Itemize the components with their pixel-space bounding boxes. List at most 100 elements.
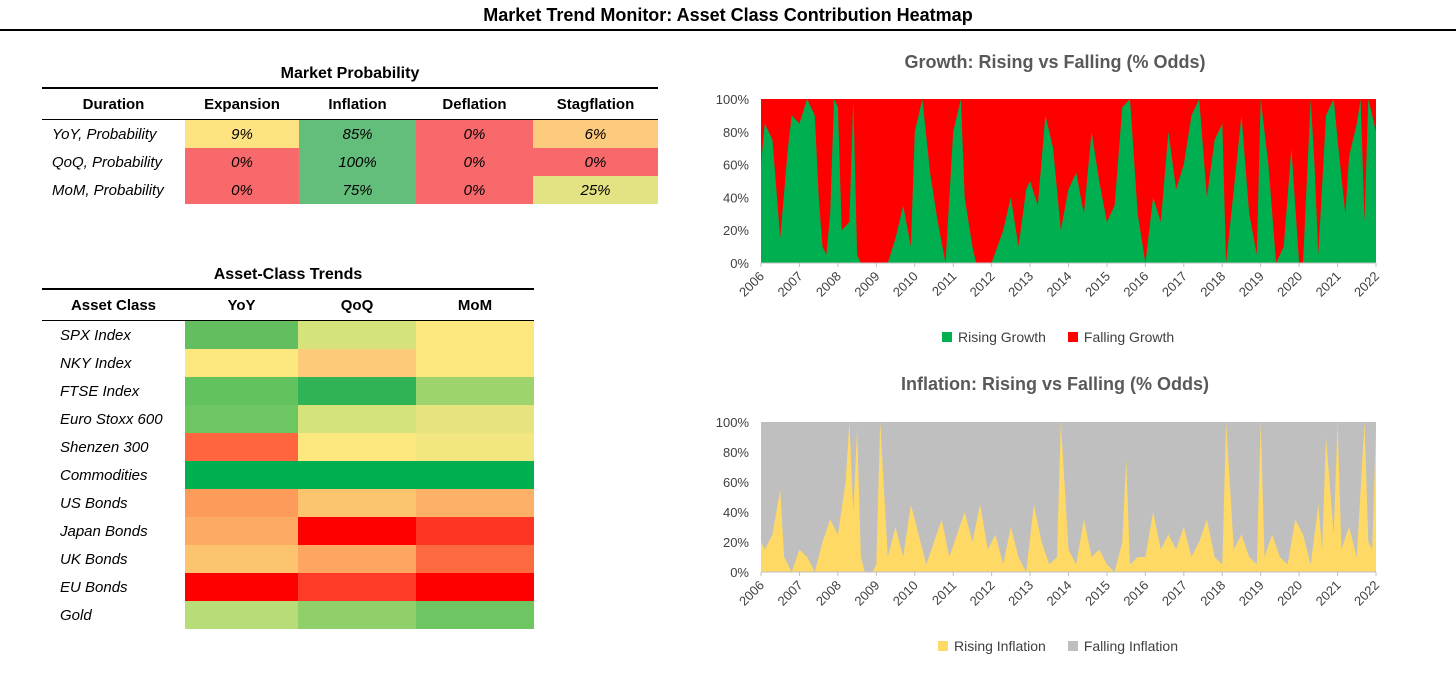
growth-chart-title: Growth: Rising vs Falling (% Odds) — [904, 52, 1206, 72]
legend-label-rising-growth: Rising Growth — [958, 329, 1046, 345]
x-tick-label: 2011 — [929, 269, 959, 299]
heat-cell — [185, 517, 298, 545]
legend-item-falling-inflation: Falling Inflation — [1067, 638, 1178, 654]
y-tick-label: 60% — [723, 475, 749, 490]
probability-header-inflation: Inflation — [299, 90, 416, 120]
asset-label: UK Bonds — [60, 550, 128, 568]
heat-cell — [298, 433, 416, 461]
title-rule — [0, 29, 1456, 31]
table-row: FTSE Index — [42, 377, 534, 405]
asset-header-asset-class: Asset Class — [42, 291, 185, 321]
legend-label-rising-inflation: Rising Inflation — [954, 638, 1046, 654]
heat-cell — [185, 489, 298, 517]
heat-cell — [416, 405, 534, 433]
growth-chart: 0% 20% 40% 60% 80% 100% 2006 2007 2008 2009 2010 20… — [716, 92, 1382, 300]
y-tick-label: 100% — [716, 92, 750, 107]
x-tick-label: 2021 — [1313, 269, 1344, 300]
x-tick-label: 2015 — [1082, 578, 1113, 609]
probability-header-duration: Duration — [42, 90, 185, 120]
asset-table: Asset Class YoY QoQ MoM SPX Index NKY Index F… — [42, 291, 534, 629]
page-title: Market Trend Monitor: Asset Class Contri… — [483, 5, 973, 25]
probability-header-expansion: Expansion — [185, 90, 299, 120]
row-label: YoY, Probability — [52, 125, 157, 143]
heat-cell — [416, 320, 534, 349]
table-row: UK Bonds — [42, 545, 534, 573]
heat-cell — [416, 433, 534, 461]
probability-cell: 0% — [185, 148, 299, 176]
y-tick-label: 0% — [730, 565, 749, 580]
legend-swatch-falling-inflation — [1067, 641, 1078, 651]
y-tick-label: 100% — [716, 415, 750, 430]
asset-label: Gold — [60, 606, 92, 624]
x-tick-label: 2016 — [1120, 578, 1151, 609]
probability-cell: 100% — [299, 148, 416, 176]
probability-cell: 0% — [416, 176, 533, 204]
heat-cell — [185, 320, 298, 349]
x-tick-label: 2017 — [1159, 578, 1190, 609]
probability-cell: 0% — [533, 148, 658, 176]
heat-cell — [416, 461, 534, 489]
y-tick-label: 80% — [723, 445, 749, 460]
heat-cell — [185, 573, 298, 601]
table-row: YoY, Probability 9% 85% 0% 6% — [42, 119, 658, 148]
legend-swatch-rising-inflation — [938, 641, 948, 651]
heat-cell — [416, 545, 534, 573]
table-row: QoQ, Probability 0% 100% 0% 0% — [42, 148, 658, 176]
asset-label: Shenzen 300 — [60, 438, 149, 456]
x-tick-label: 2008 — [813, 578, 844, 609]
inflation-chart: 0% 20% 40% 60% 80% 100% 2006 2007 2008 2009 2010 20… — [716, 415, 1382, 609]
table-row: US Bonds — [42, 489, 534, 517]
table-row: Shenzen 300 — [42, 433, 534, 461]
x-tick-label: 2014 — [1044, 269, 1075, 300]
heat-cell — [416, 573, 534, 601]
y-tick-label: 20% — [723, 223, 749, 238]
x-tick-label: 2009 — [851, 578, 882, 609]
asset-label: US Bonds — [60, 494, 128, 512]
asset-table-header: Asset Class YoY QoQ MoM — [42, 291, 534, 321]
x-tick-label: 2020 — [1274, 269, 1305, 300]
probability-header-deflation: Deflation — [416, 90, 533, 120]
x-tick-label: 2018 — [1197, 269, 1228, 300]
heat-cell — [416, 349, 534, 377]
heat-cell — [185, 405, 298, 433]
inflation-legend: Rising Inflation Falling Inflation — [938, 638, 1178, 654]
probability-table: Duration Expansion Inflation Deflation Stagf… — [42, 90, 658, 204]
table-row: Japan Bonds — [42, 517, 534, 545]
probability-cell: 85% — [299, 119, 416, 148]
probability-table-header: Duration Expansion Inflation Deflation Stagf… — [42, 90, 658, 120]
x-tick-label: 2016 — [1120, 269, 1151, 300]
heat-cell — [416, 517, 534, 545]
probability-table-title: Market Probability — [280, 65, 420, 82]
x-tick-label: 2013 — [1005, 578, 1036, 609]
y-tick-label: 40% — [723, 190, 749, 205]
heat-cell — [298, 489, 416, 517]
x-tick-label: 2006 — [736, 578, 767, 609]
inflation-chart-title: Inflation: Rising vs Falling (% Odds) — [900, 374, 1209, 394]
heat-cell — [185, 433, 298, 461]
table-row: Euro Stoxx 600 — [42, 405, 534, 433]
x-tick-label: 2006 — [736, 269, 767, 300]
row-label: MoM, Probability — [52, 181, 164, 199]
table-row: Gold — [42, 601, 534, 629]
probability-cell: 6% — [533, 119, 658, 148]
y-tick-label: 20% — [723, 535, 749, 550]
probability-cell: 25% — [533, 176, 658, 204]
x-tick-label: 2012 — [967, 269, 998, 300]
asset-label: SPX Index — [60, 326, 131, 344]
heat-cell — [185, 601, 298, 629]
asset-table-title: Asset-Class Trends — [213, 266, 363, 283]
table-row: EU Bonds — [42, 573, 534, 601]
heat-cell — [298, 601, 416, 629]
table-row: MoM, Probability 0% 75% 0% 25% — [42, 176, 658, 204]
y-tick-label: 0% — [730, 256, 749, 271]
x-tick-label: 2012 — [967, 578, 998, 609]
table-row: SPX Index — [42, 320, 534, 349]
asset-header-qoq: QoQ — [298, 291, 416, 321]
y-tick-label: 80% — [723, 125, 749, 140]
x-tick-label: 2013 — [1005, 269, 1036, 300]
asset-label: EU Bonds — [60, 578, 128, 596]
probability-cell: 0% — [416, 148, 533, 176]
heat-cell — [416, 489, 534, 517]
x-tick-label: 2010 — [890, 269, 921, 300]
asset-label: FTSE Index — [60, 382, 140, 400]
